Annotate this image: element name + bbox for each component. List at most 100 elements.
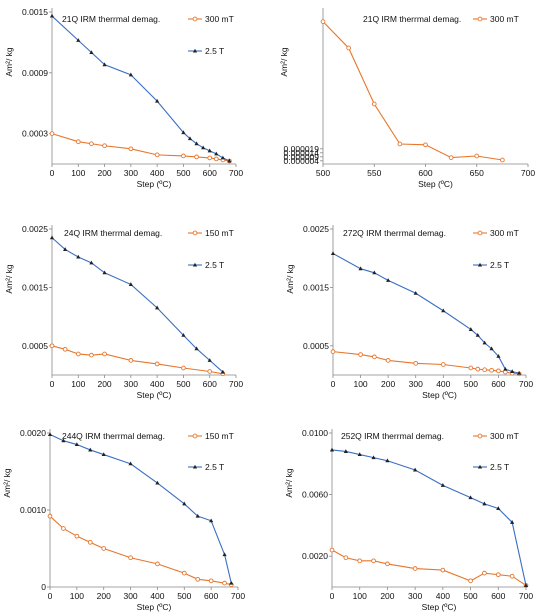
data-point bbox=[489, 346, 494, 351]
x-tick-label: 700 bbox=[521, 168, 535, 178]
series-line bbox=[49, 434, 232, 584]
data-point bbox=[89, 141, 94, 147]
y-tick-label: 0.0010 bbox=[20, 505, 46, 515]
legend-entry: 2.5 T bbox=[473, 260, 509, 270]
data-point bbox=[343, 449, 348, 453]
data-point bbox=[101, 546, 107, 551]
y-tick-label: 0.0003 bbox=[22, 129, 48, 139]
y-axis-label: Am²/ kg bbox=[279, 47, 289, 77]
data-point bbox=[386, 278, 391, 282]
x-tick-label: 300 bbox=[408, 591, 422, 601]
chart-title: 21Q IRM therrmal demag. bbox=[62, 14, 160, 24]
data-point bbox=[49, 343, 55, 349]
data-point bbox=[75, 139, 81, 145]
data-point bbox=[74, 533, 80, 539]
legend-entry: 300 mT bbox=[473, 14, 519, 24]
data-point bbox=[194, 346, 199, 351]
x-tick-label: 100 bbox=[71, 379, 85, 389]
legend-label: 2.5 T bbox=[205, 46, 224, 56]
data-point bbox=[385, 561, 390, 567]
legend-entry: 300 mT bbox=[188, 14, 234, 24]
data-point bbox=[49, 235, 55, 240]
series-300-mt bbox=[320, 19, 505, 163]
y-axis-label: Am²/ kg bbox=[4, 264, 14, 294]
series-2.5-t bbox=[47, 432, 234, 585]
legend-marker bbox=[192, 230, 198, 236]
y-tick-label: 0.0060 bbox=[302, 490, 328, 500]
legend-label: 2.5 T bbox=[490, 260, 509, 270]
data-point bbox=[181, 153, 186, 159]
x-axis-label: Step (ºC) bbox=[422, 602, 457, 612]
data-point bbox=[61, 438, 66, 443]
data-point bbox=[75, 351, 81, 357]
data-point bbox=[510, 369, 515, 373]
data-point bbox=[413, 290, 418, 295]
y-tick-label: 0.0015 bbox=[22, 7, 48, 17]
x-axis-label: Step (ºC) bbox=[137, 602, 172, 612]
data-point bbox=[495, 572, 501, 578]
data-point bbox=[128, 461, 133, 466]
legend-marker bbox=[477, 464, 483, 469]
data-point bbox=[87, 539, 93, 545]
data-point bbox=[372, 354, 377, 360]
data-point bbox=[220, 155, 225, 160]
x-tick-label: 700 bbox=[229, 168, 243, 178]
data-point bbox=[482, 340, 487, 345]
data-point bbox=[208, 578, 214, 584]
data-point bbox=[423, 142, 428, 148]
x-tick-label: 600 bbox=[491, 379, 505, 389]
x-tick-label: 0 bbox=[330, 591, 335, 601]
legend-label: 150 mT bbox=[205, 228, 234, 238]
chart-panel-4: 0 100 200 300 400 500 600 700 0.0005 0.0015 0.0025… bbox=[285, 224, 533, 400]
data-point bbox=[63, 247, 68, 251]
legend-label: 150 mT bbox=[205, 431, 234, 441]
chart-panel-2: 500 550 600 650 700 0.0000040.0000090.0000140… bbox=[279, 8, 535, 189]
chart-title: 272Q IRM therrmal demag. bbox=[343, 228, 446, 238]
chart-panel-1: 0 100 200 300 400 500 600 700 0.0003 0.0009 0.0015… bbox=[4, 7, 243, 189]
x-tick-label: 500 bbox=[463, 591, 477, 601]
x-tick-label: 600 bbox=[203, 168, 217, 178]
data-point bbox=[385, 358, 391, 363]
data-point bbox=[440, 483, 445, 487]
data-point bbox=[413, 360, 419, 366]
data-point bbox=[181, 570, 187, 576]
data-point bbox=[468, 578, 473, 584]
y-tick-label: 0 bbox=[41, 582, 46, 592]
data-point bbox=[201, 145, 206, 150]
legend-marker bbox=[477, 230, 483, 236]
x-tick-label: 200 bbox=[97, 168, 111, 178]
data-point bbox=[468, 327, 473, 331]
data-point bbox=[102, 270, 107, 275]
series-line bbox=[332, 253, 520, 374]
x-tick-label: 300 bbox=[123, 591, 137, 601]
data-point bbox=[62, 346, 68, 352]
data-point bbox=[89, 260, 94, 265]
data-point bbox=[385, 458, 390, 463]
series-line bbox=[331, 449, 527, 586]
legend-marker bbox=[192, 262, 198, 267]
data-point bbox=[500, 157, 505, 163]
y-tick-label: 0.0005 bbox=[22, 341, 48, 351]
legend-label: 300 mT bbox=[490, 431, 519, 441]
data-point bbox=[128, 555, 133, 561]
data-point bbox=[76, 254, 81, 259]
data-point bbox=[412, 566, 418, 571]
x-tick-label: 500 bbox=[176, 379, 190, 389]
data-point bbox=[475, 366, 481, 372]
data-point bbox=[187, 136, 193, 141]
data-point bbox=[214, 151, 219, 156]
legend-marker bbox=[192, 433, 198, 439]
x-tick-label: 300 bbox=[409, 379, 423, 389]
series-300-mt bbox=[330, 349, 522, 377]
series-150-mt bbox=[49, 343, 226, 377]
data-point bbox=[329, 547, 335, 553]
data-point bbox=[181, 365, 186, 371]
x-tick-label: 0 bbox=[48, 591, 53, 601]
x-tick-label: 600 bbox=[418, 168, 432, 178]
y-tick-label: 0.000014 bbox=[284, 148, 320, 158]
x-tick-label: 700 bbox=[231, 591, 245, 601]
data-point bbox=[213, 156, 219, 162]
legend-entry: 2.5 T bbox=[188, 260, 224, 270]
data-point bbox=[371, 101, 377, 107]
data-point bbox=[89, 50, 94, 55]
